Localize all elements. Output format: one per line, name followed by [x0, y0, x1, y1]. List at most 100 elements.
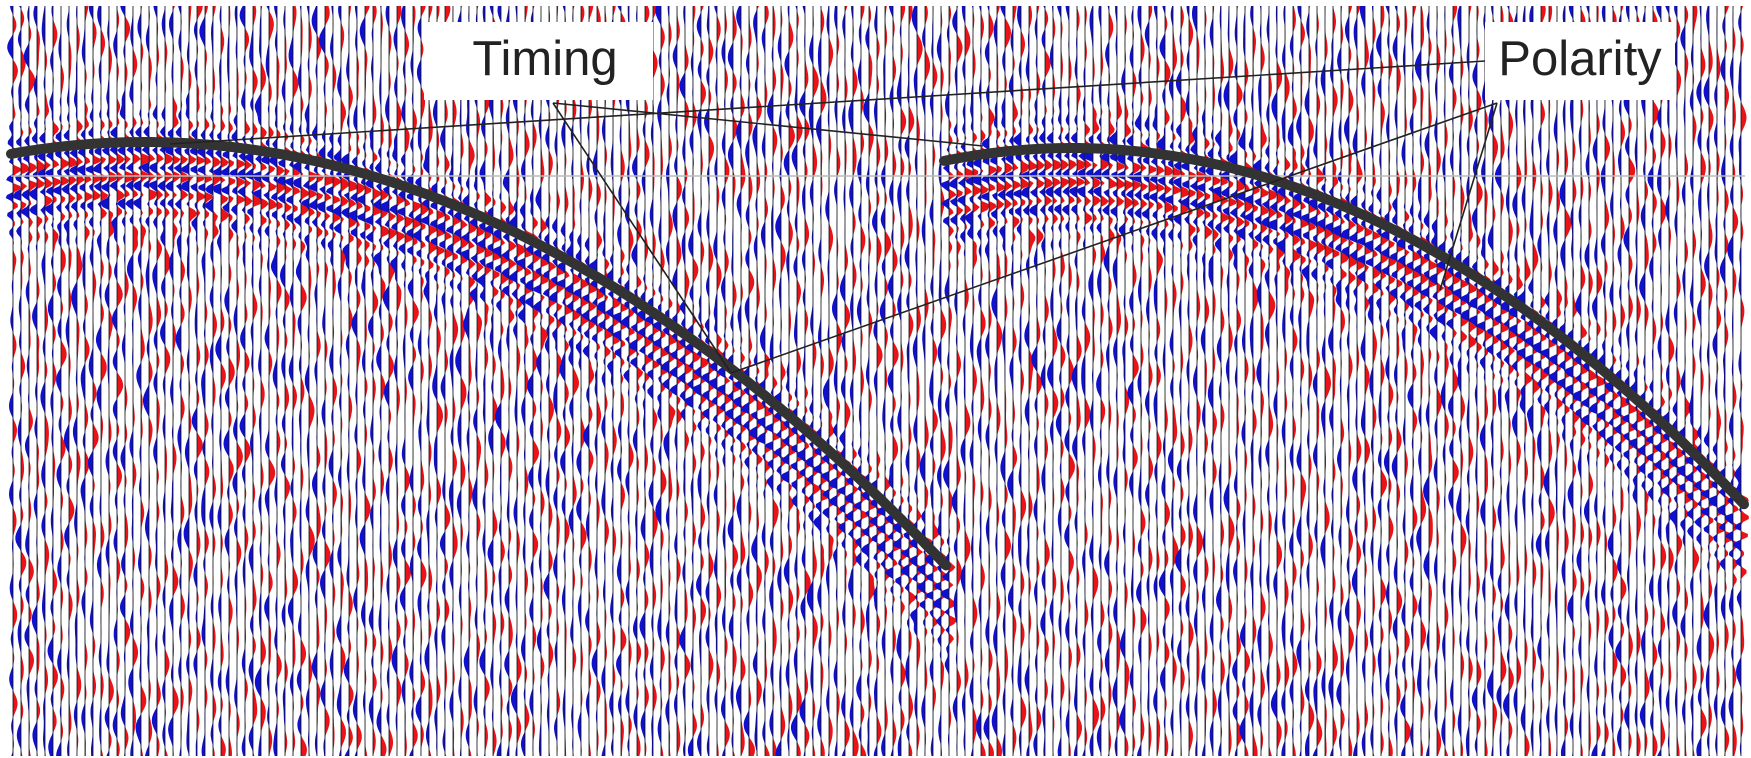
negative-lobe — [1069, 6, 1077, 756]
positive-lobe — [1557, 6, 1565, 756]
negative-lobe — [1421, 6, 1429, 756]
negative-lobe — [245, 6, 253, 756]
negative-lobe — [29, 6, 37, 756]
positive-lobe — [117, 6, 125, 756]
positive-lobe — [861, 6, 869, 756]
negative-lobe — [189, 6, 197, 756]
negative-lobe — [1669, 6, 1677, 756]
negative-lobe — [1501, 6, 1509, 756]
positive-lobe — [453, 6, 461, 756]
negative-lobe — [413, 6, 421, 756]
positive-lobe — [717, 6, 725, 756]
negative-lobe — [781, 6, 789, 756]
negative-lobe — [1629, 6, 1637, 756]
negative-lobe — [1141, 6, 1149, 756]
positive-lobe — [1261, 6, 1269, 756]
negative-lobe — [1109, 6, 1117, 756]
negative-lobe — [373, 6, 381, 756]
positive-lobe — [1189, 6, 1196, 756]
negative-lobe — [805, 6, 813, 756]
positive-lobe — [405, 6, 413, 756]
negative-lobe — [1053, 6, 1061, 756]
negative-lobe — [1213, 6, 1221, 756]
positive-lobe — [325, 6, 333, 756]
positive-lobe — [1573, 6, 1580, 756]
negative-lobe — [1061, 6, 1069, 756]
positive-lobe — [573, 6, 581, 756]
negative-lobe — [685, 6, 693, 756]
negative-lobe — [317, 6, 325, 756]
positive-lobe — [845, 6, 853, 756]
positive-lobe — [989, 6, 997, 756]
negative-lobe — [1005, 6, 1013, 756]
arrow — [1439, 102, 1498, 291]
negative-lobe — [157, 6, 165, 756]
positive-lobe — [621, 6, 629, 756]
negative-lobe — [1101, 6, 1109, 756]
negative-lobe — [1525, 6, 1533, 756]
negative-lobe — [1509, 6, 1517, 756]
positive-lobe — [525, 6, 533, 756]
negative-lobe — [1573, 6, 1581, 756]
positive-lobe — [165, 6, 173, 756]
negative-lobe — [1045, 6, 1053, 756]
negative-lobe — [1149, 6, 1157, 756]
negative-lobe — [165, 6, 173, 756]
negative-lobe — [757, 6, 765, 756]
positive-lobe — [1133, 6, 1141, 756]
positive-lobe — [741, 6, 749, 756]
positive-lobe — [637, 6, 645, 756]
negative-lobe — [1733, 6, 1741, 756]
negative-lobe — [1133, 6, 1141, 756]
negative-lobe — [925, 6, 933, 756]
negative-lobe — [885, 6, 893, 756]
negative-lobe — [13, 6, 21, 756]
negative-lobe — [1221, 6, 1229, 756]
negative-lobe — [1173, 6, 1181, 756]
positive-lobe — [805, 6, 813, 756]
positive-lobe — [1533, 6, 1541, 756]
negative-lobe — [893, 6, 901, 756]
positive-lobe — [773, 6, 781, 756]
negative-lobe — [1309, 6, 1317, 756]
negative-lobe — [213, 6, 221, 756]
negative-lobe — [93, 6, 101, 756]
positive-lobe — [1405, 6, 1413, 756]
positive-lobe — [173, 6, 181, 756]
negative-lobe — [1229, 6, 1237, 756]
positive-lobe — [1205, 6, 1213, 756]
negative-lobe — [653, 6, 661, 756]
negative-lobe — [1413, 6, 1421, 756]
positive-lobe — [1213, 6, 1221, 756]
negative-lobe — [21, 6, 29, 756]
positive-lobe — [1045, 6, 1053, 756]
negative-lobe — [1517, 6, 1525, 756]
seismic-traces — [5, 6, 1749, 756]
negative-lobe — [741, 6, 749, 756]
positive-lobe — [365, 6, 373, 756]
negative-lobe — [597, 6, 605, 756]
positive-lobe — [109, 6, 117, 756]
positive-lobe — [1301, 6, 1309, 756]
positive-lobe — [181, 6, 189, 756]
positive-lobe — [765, 6, 773, 756]
positive-lobe — [1685, 6, 1693, 756]
positive-lobe — [701, 6, 709, 756]
negative-lobe — [1037, 6, 1045, 756]
negative-lobe — [173, 6, 181, 756]
positive-lobe — [205, 6, 213, 756]
positive-lobe — [1269, 6, 1277, 756]
negative-lobe — [725, 6, 733, 756]
positive-lobe — [485, 6, 493, 756]
negative-lobe — [790, 6, 797, 756]
positive-lobe — [1613, 6, 1621, 756]
positive-lobe — [789, 6, 797, 756]
positive-lobe — [981, 6, 989, 756]
positive-lobe — [837, 6, 845, 756]
positive-lobe — [397, 6, 405, 756]
positive-lobe — [1389, 6, 1397, 756]
negative-lobe — [261, 6, 269, 756]
negative-lobe — [477, 6, 485, 756]
negative-lobe — [1093, 6, 1101, 756]
